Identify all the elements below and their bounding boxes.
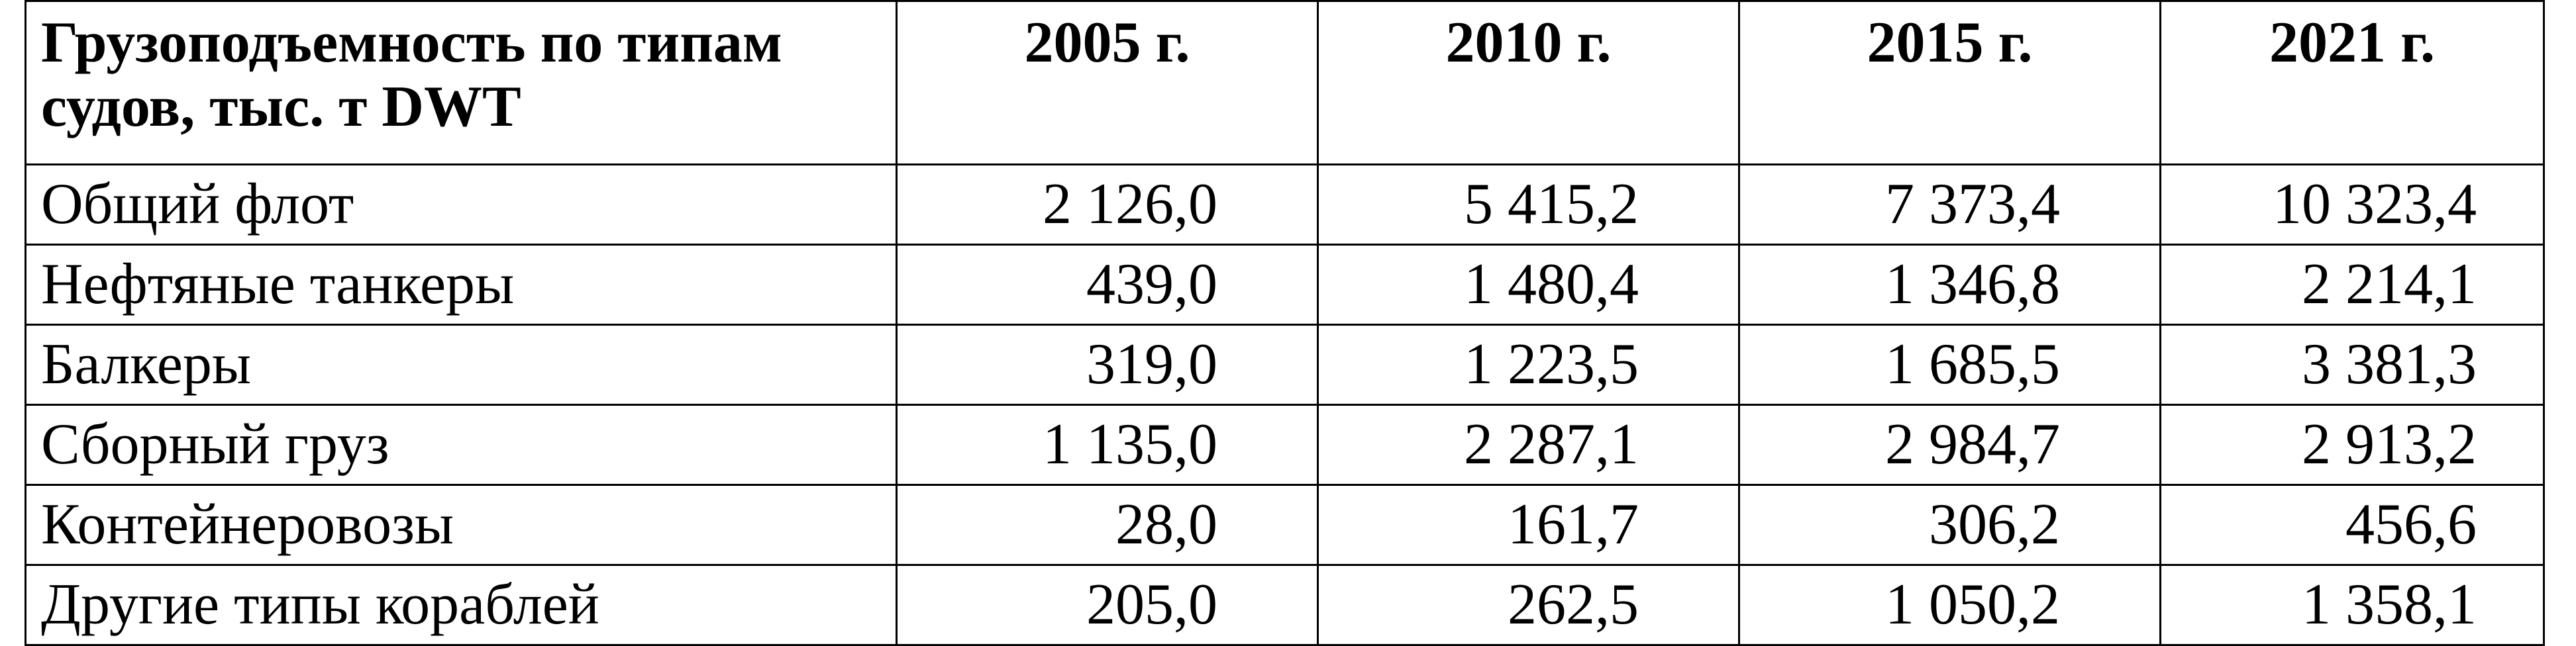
cell-value: 306,2 (1738, 484, 2161, 566)
cell-value: 28,0 (896, 484, 1319, 566)
cell-value: 262,5 (1317, 564, 1740, 646)
cell-value: 1 135,0 (896, 404, 1319, 486)
cell-value: 1 223,5 (1317, 324, 1740, 406)
cell-value: 1 358,1 (2159, 564, 2545, 646)
row-label: Сборный груз (25, 404, 898, 486)
header-year: 2015 г. (1738, 0, 2161, 165)
cell-value: 2 214,1 (2159, 244, 2545, 326)
cell-value: 7 373,4 (1738, 163, 2161, 246)
table-container: Грузоподъемность по типам судов, тыс. т … (25, 0, 2545, 646)
cell-value: 161,7 (1317, 484, 1740, 566)
row-label: Общий флот (25, 163, 898, 246)
header-year: 2010 г. (1317, 0, 1740, 165)
cell-value: 205,0 (896, 564, 1319, 646)
cell-value: 2 913,2 (2159, 404, 2545, 486)
cell-value: 319,0 (896, 324, 1319, 406)
header-row: Грузоподъемность по типам судов, тыс. т … (25, 0, 2545, 165)
header-year: 2021 г. (2159, 0, 2545, 165)
cell-value: 2 984,7 (1738, 404, 2161, 486)
data-table: Грузоподъемность по типам судов, тыс. т … (25, 0, 2545, 646)
cell-value: 1 050,2 (1738, 564, 2161, 646)
table-row: Балкеры 319,0 1 223,5 1 685,5 3 381,3 (25, 324, 2545, 406)
header-label: Грузоподъемность по типам судов, тыс. т … (25, 0, 898, 165)
header-year: 2005 г. (896, 0, 1319, 165)
table-row: Общий флот 2 126,0 5 415,2 7 373,4 10 323,4 (25, 163, 2545, 246)
cell-value: 5 415,2 (1317, 163, 1740, 246)
row-label: Балкеры (25, 324, 898, 406)
table-row: Нефтяные танкеры 439,0 1 480,4 1 346,8 2 214… (25, 244, 2545, 326)
cell-value: 1 346,8 (1738, 244, 2161, 326)
row-label: Контейнеровозы (25, 484, 898, 566)
cell-value: 1 685,5 (1738, 324, 2161, 406)
row-label: Нефтяные танкеры (25, 244, 898, 326)
cell-value: 456,6 (2159, 484, 2545, 566)
cell-value: 3 381,3 (2159, 324, 2545, 406)
cell-value: 2 287,1 (1317, 404, 1740, 486)
cell-value: 439,0 (896, 244, 1319, 326)
table-row: Другие типы кораблей 205,0 262,5 1 050,2 1 3… (25, 564, 2545, 646)
row-label: Другие типы кораблей (25, 564, 898, 646)
table-row: Сборный груз 1 135,0 2 287,1 2 984,7 2 913,2 (25, 404, 2545, 486)
cell-value: 2 126,0 (896, 163, 1319, 246)
cell-value: 1 480,4 (1317, 244, 1740, 326)
cell-value: 10 323,4 (2159, 163, 2545, 246)
table-row: Контейнеровозы 28,0 161,7 306,2 456,6 (25, 484, 2545, 566)
